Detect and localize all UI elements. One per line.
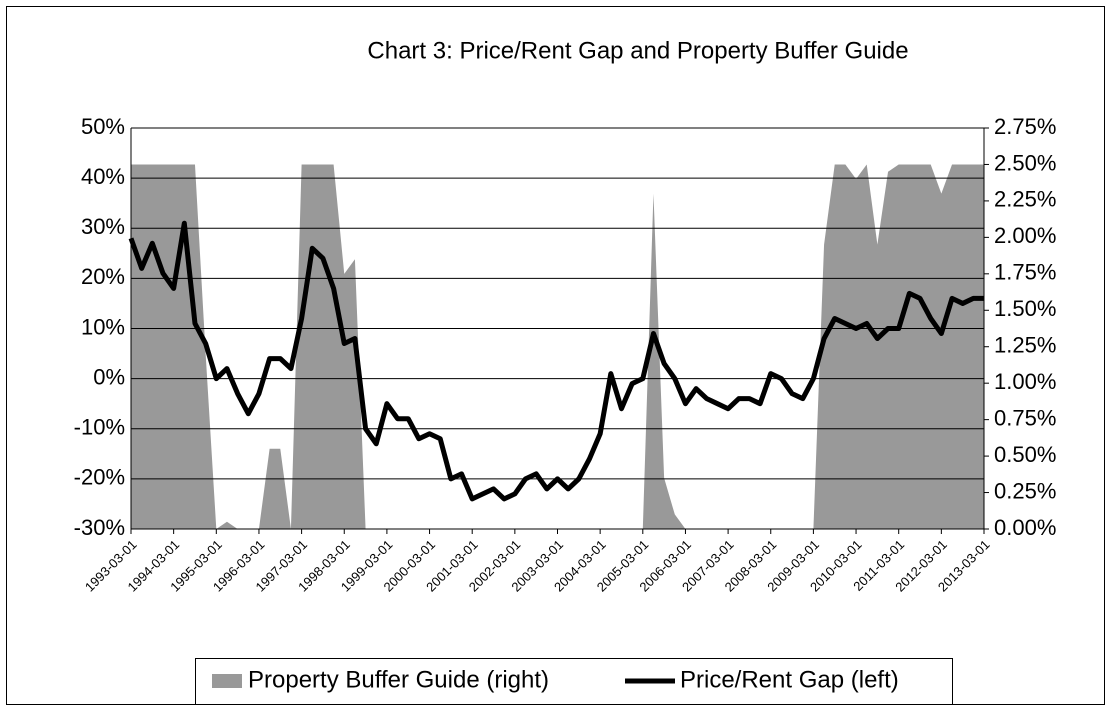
- y2-tick-label: 1.75%: [994, 260, 1056, 285]
- y2-tick-label: 2.50%: [994, 150, 1056, 175]
- y2-tick-label: 1.50%: [994, 296, 1056, 321]
- y-tick-label: -30%: [74, 515, 125, 540]
- plot-area: [128, 127, 989, 534]
- y-tick-label: 10%: [81, 314, 125, 339]
- y2-tick-label: 2.00%: [994, 223, 1056, 248]
- y2-tick-label: 0.50%: [994, 442, 1056, 467]
- y-tick-label: 0%: [93, 364, 125, 389]
- y2-tick-label: 0.75%: [994, 405, 1056, 430]
- y2-tick-label: 1.00%: [994, 369, 1056, 394]
- legend-swatch: [212, 674, 242, 688]
- y-tick-label: 30%: [81, 214, 125, 239]
- y2-tick-label: 1.25%: [994, 333, 1056, 358]
- y2-tick-label: 0.25%: [994, 478, 1056, 503]
- legend: [195, 658, 953, 705]
- y-tick-label: -20%: [74, 465, 125, 490]
- legend-label: Price/Rent Gap (left): [680, 666, 899, 693]
- y-tick-label: 40%: [81, 164, 125, 189]
- y2-tick-label: 0.00%: [994, 515, 1056, 540]
- y2-tick-label: 2.75%: [994, 114, 1056, 139]
- legend-label: Property Buffer Guide (right): [248, 666, 549, 693]
- y-tick-label: 20%: [81, 264, 125, 289]
- y-tick-label: -10%: [74, 415, 125, 440]
- chart-title: Chart 3: Price/Rent Gap and Property Buf…: [367, 37, 908, 64]
- y2-tick-label: 2.25%: [994, 187, 1056, 212]
- area: [131, 164, 984, 530]
- line: [128, 220, 984, 502]
- y-tick-label: 50%: [81, 114, 125, 139]
